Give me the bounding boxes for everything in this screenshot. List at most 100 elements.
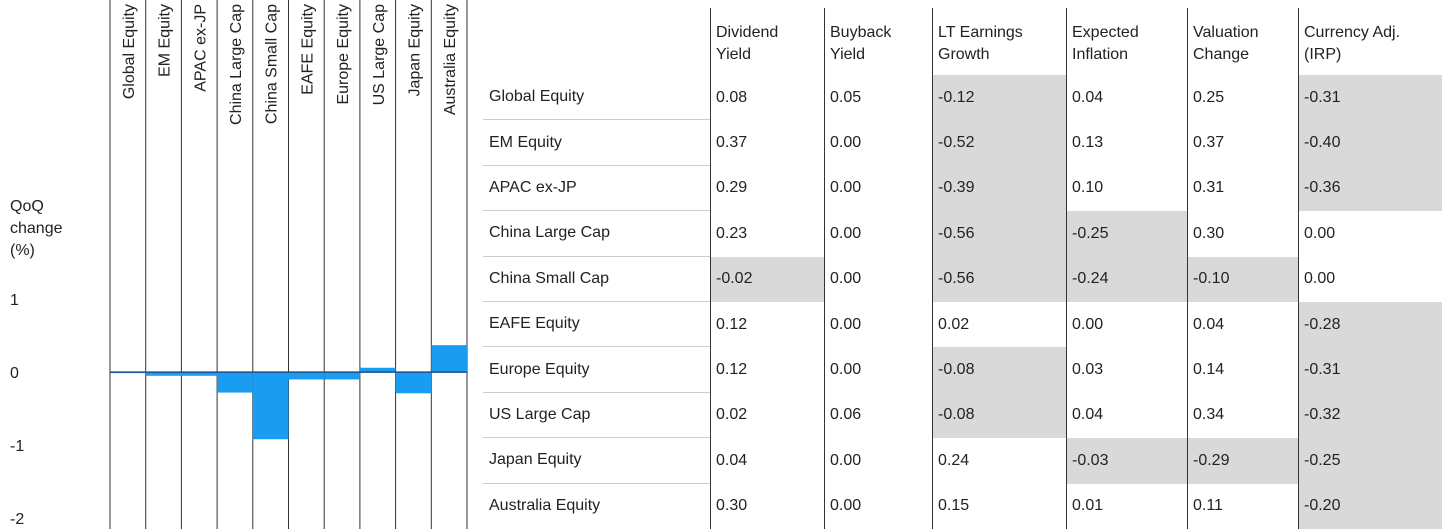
column-header: Valuation Change [1193,24,1259,63]
table-cell: 0.08 [716,88,748,106]
table-cell: -0.56 [932,256,1066,302]
table-cell: 0.37 [716,134,748,152]
bar [252,372,289,440]
row-label: Europe Equity [483,347,710,393]
table-cell: -0.32 [1298,392,1442,439]
table-cell: -0.28 [1298,302,1442,348]
row-label: US Large Cap [483,393,710,439]
y-tick-label: -1 [10,438,24,455]
table-cell: 0.12 [716,315,748,333]
row-label: China Large Cap [483,211,710,257]
table-cell: -0.02 [710,256,824,302]
row-label: EM Equity [483,120,710,166]
x-tick-label: EAFE Equity [299,4,316,95]
table-divider [932,8,933,529]
table-cell: 0.31 [1193,179,1225,197]
table-cell: -0.25 [1066,211,1187,257]
table-cell: 0.00 [830,497,862,515]
table-cell: 0.00 [1304,224,1336,242]
y-tick-label: -2 [10,511,24,528]
table-cell: 0.15 [938,497,970,515]
row-label: China Small Cap [483,257,710,302]
table-cell: -0.20 [1298,483,1442,529]
table-cell: 0.30 [716,497,748,515]
table-divider [1066,8,1067,529]
x-tick-label: China Small Cap [264,4,281,124]
y-tick-label: 1 [10,292,19,309]
x-tick-label: Global Equity [121,4,138,99]
row-label: Australia Equity [489,497,601,515]
table-cell: -0.24 [1066,256,1187,302]
table-cell: -0.36 [1298,165,1442,212]
x-tick-label: US Large Cap [371,4,388,105]
table-cell: -0.08 [932,392,1066,439]
table-cell: 0.00 [830,270,862,288]
table-cell: 0.00 [830,315,862,333]
table-cell: -0.29 [1187,438,1298,484]
table-cell: 0.01 [1072,497,1104,515]
table-cell: 0.02 [716,406,748,424]
bar [181,372,218,376]
bar [145,372,182,376]
bar [395,372,432,394]
bar [359,367,396,373]
table-cell: -0.08 [932,347,1066,393]
table-cell: 0.29 [716,179,748,197]
bar [217,372,253,393]
table-cell: 0.11 [1193,497,1223,515]
table-cell: -0.40 [1298,120,1442,166]
column-header: Dividend Yield [716,24,779,63]
table-cell: 0.05 [830,88,862,106]
x-tick-label: Australia Equity [442,4,459,115]
table-cell: 0.14 [1193,361,1225,379]
table-cell: 0.00 [830,361,862,379]
table-cell: 0.24 [938,451,970,469]
table-cell: -0.10 [1187,256,1298,302]
table-cell: 0.04 [1072,88,1104,106]
bar [288,372,325,380]
column-header: Expected Inflation [1072,24,1139,63]
table-cell: 0.30 [1193,224,1225,242]
bar [431,345,467,373]
table-cell: -0.31 [1298,347,1442,393]
row-label: APAC ex-JP [483,166,710,212]
table-cell: 0.23 [716,224,748,242]
table-cell: -0.52 [932,120,1066,166]
x-tick-label: EM Equity [157,4,174,77]
table-cell: -0.12 [932,75,1066,121]
column-header: Currency Adj. (IRP) [1304,24,1401,63]
table-cell: 0.03 [1072,361,1104,379]
table-cell: 0.00 [1072,315,1104,333]
y-tick-label: 0 [10,365,19,382]
table-cell: 0.00 [830,451,862,469]
table-cell: 0.00 [830,179,862,197]
table-cell: -0.39 [932,165,1066,212]
table-divider [1298,8,1299,529]
table-cell: 0.04 [716,451,748,469]
chart: 1 0 -1 -2 Global Equity EM Equity APAC ex-JP Ch… [10,0,468,529]
row-label: Japan Equity [483,438,710,484]
table-cell: -0.25 [1298,438,1442,484]
x-tick-label: APAC ex-JP [192,4,209,92]
y-axis-label: QoQ change (%) [10,198,63,259]
table-cell: 0.00 [830,134,862,152]
table-cell: 0.34 [1193,406,1225,424]
table-cell: 0.00 [1304,270,1336,288]
table-cell: -0.31 [1298,75,1442,121]
table-cell: 0.25 [1193,88,1225,106]
table-divider [824,8,825,529]
table-cell: 0.12 [716,361,748,379]
table-cell: 0.00 [830,224,862,242]
bar [324,372,360,380]
x-tick-label: China Large Cap [228,4,245,125]
table-cell: 0.13 [1072,134,1104,152]
table-cell: 0.06 [830,406,862,424]
x-tick-label: Europe Equity [335,4,352,105]
table-cell: 0.02 [938,315,970,333]
table-divider [710,8,711,529]
row-label: EAFE Equity [483,302,710,348]
table-cell: 0.10 [1072,179,1104,197]
table-cell: 0.37 [1193,134,1225,152]
row-label: Global Equity [483,75,710,121]
